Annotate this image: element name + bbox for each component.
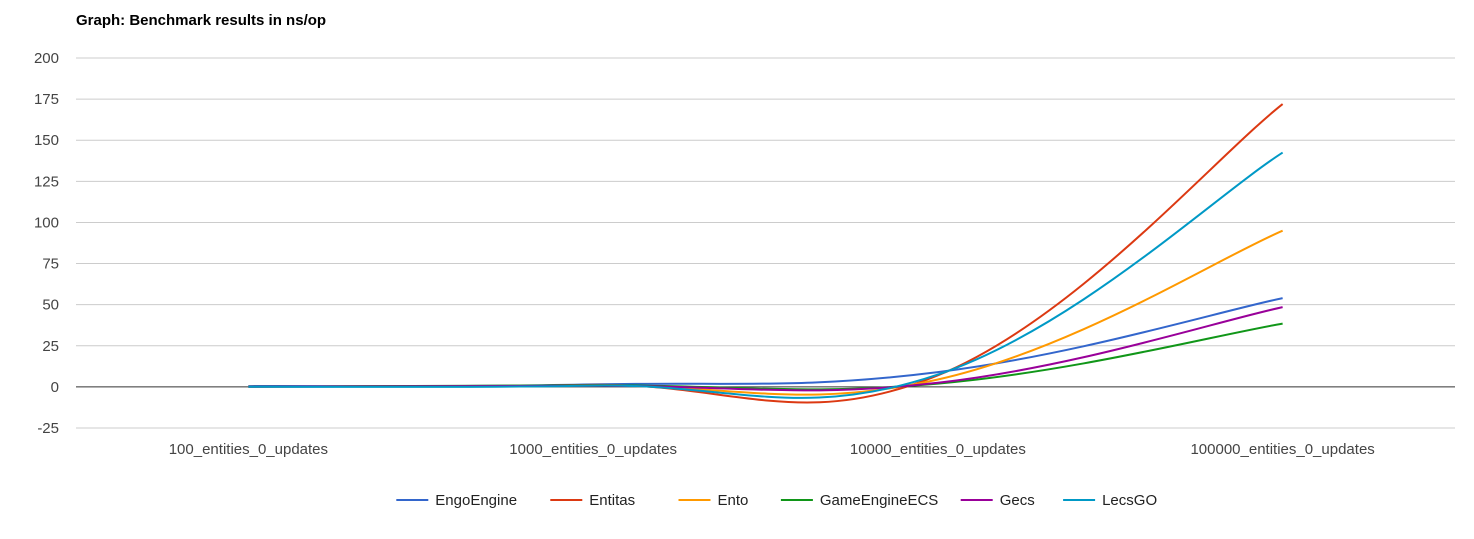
- series-line-entitas: [248, 103, 1284, 404]
- series-line-gecs: [248, 306, 1283, 392]
- y-tick-label: 175: [34, 91, 59, 108]
- y-tick-label: 125: [34, 173, 59, 190]
- legend-label: LecsGO: [1102, 492, 1157, 509]
- x-tick-label: 100000_entities_0_updates: [1190, 441, 1374, 458]
- y-tick-label: -25: [37, 420, 59, 437]
- series-line-lecsgo: [248, 151, 1284, 399]
- legend-label: Entitas: [589, 492, 635, 509]
- series-line-ento: [248, 229, 1284, 396]
- y-tick-label: 100: [34, 214, 59, 231]
- x-tick-label: 1000_entities_0_updates: [509, 441, 677, 458]
- chart-title: Graph: Benchmark results in ns/op: [76, 12, 327, 29]
- legend-label: Gecs: [1000, 492, 1035, 509]
- series-line-gameengineecs: [248, 322, 1283, 391]
- y-tick-label: 200: [34, 50, 59, 67]
- y-tick-label: 0: [51, 379, 59, 396]
- y-tick-label: 150: [34, 132, 59, 149]
- legend-label: EngoEngine: [435, 492, 517, 509]
- x-tick-label: 100_entities_0_updates: [169, 441, 328, 458]
- y-tick-label: 25: [42, 338, 59, 355]
- legend-label: GameEngineECS: [820, 492, 938, 509]
- y-tick-label: 75: [42, 256, 59, 273]
- series-line-engoengine: [248, 297, 1283, 388]
- y-tick-label: 50: [42, 297, 59, 314]
- legend-label: Ento: [718, 492, 749, 509]
- x-tick-label: 10000_entities_0_updates: [850, 441, 1026, 458]
